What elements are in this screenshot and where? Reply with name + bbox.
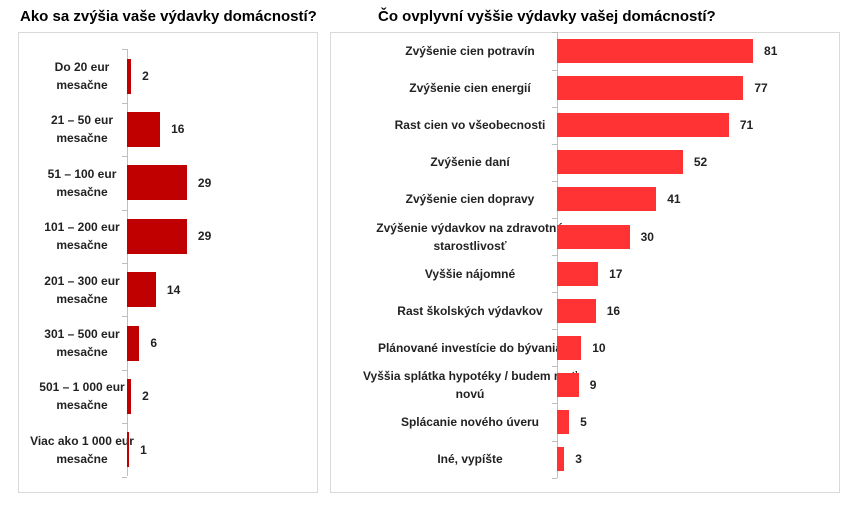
value-label: 2 xyxy=(142,389,149,404)
axis-tick xyxy=(552,329,557,331)
category-label: 201 – 300 eur mesačne xyxy=(44,273,120,306)
bar xyxy=(127,111,161,147)
axis-tick xyxy=(552,477,557,479)
bar xyxy=(557,298,596,323)
bar xyxy=(127,58,132,94)
axis-tick xyxy=(552,143,557,145)
bar xyxy=(557,113,729,138)
value-label: 52 xyxy=(693,155,708,170)
value-label: 71 xyxy=(739,118,754,133)
value-label: 30 xyxy=(640,229,654,244)
value-label: 81 xyxy=(764,44,778,58)
category-label: Zvýšenie daní xyxy=(430,155,510,170)
category-label: Zvýšenie cien dopravy xyxy=(405,192,535,207)
axis-tick xyxy=(122,476,127,478)
value-label: 29 xyxy=(197,175,212,190)
bar xyxy=(127,325,140,361)
axis-tick xyxy=(122,262,127,264)
bar xyxy=(557,372,579,397)
axis-tick xyxy=(552,366,557,368)
axis-tick xyxy=(552,403,557,405)
axis-tick xyxy=(552,292,557,294)
value-label: 14 xyxy=(166,282,181,297)
axis-tick xyxy=(122,316,127,318)
axis-tick xyxy=(552,180,557,182)
value-label: 77 xyxy=(754,81,768,96)
right-panel xyxy=(330,32,840,493)
axis-tick xyxy=(552,69,557,71)
bar xyxy=(557,447,565,472)
axis-tick xyxy=(122,49,127,51)
category-label: Iné, vypíšte xyxy=(437,452,503,467)
category-label: 51 – 100 eur mesačne xyxy=(47,166,117,199)
bar xyxy=(557,150,683,175)
bar xyxy=(557,187,657,212)
value-label: 17 xyxy=(609,266,623,281)
bar xyxy=(127,165,187,201)
category-label: Vyššia splátka hypotéky / budem mať novú xyxy=(362,368,578,401)
bar xyxy=(557,224,630,249)
value-label: 6 xyxy=(150,336,158,350)
value-label: 29 xyxy=(197,229,212,244)
axis-line xyxy=(127,49,128,477)
category-label: Vyššie nájomné xyxy=(424,266,516,281)
bar xyxy=(127,378,132,414)
category-label: 101 – 200 eur mesačne xyxy=(44,220,120,253)
axis-tick xyxy=(552,440,557,442)
bar xyxy=(127,218,187,254)
axis-tick xyxy=(552,217,557,219)
value-label: 10 xyxy=(592,340,606,355)
category-label: 501 – 1 000 eur mesačne xyxy=(39,380,125,413)
value-label: 1 xyxy=(140,442,147,457)
category-label: Viac ako 1 000 eur mesačne xyxy=(30,433,134,466)
bar xyxy=(127,272,156,308)
category-label: 301 – 500 eur mesačne xyxy=(44,327,120,359)
bar xyxy=(557,39,754,63)
axis-tick xyxy=(122,369,127,371)
axis-tick xyxy=(122,423,127,425)
left-panel xyxy=(18,32,318,493)
value-label: 2 xyxy=(142,69,149,83)
axis-line xyxy=(557,32,558,478)
chart-title: Čo ovplyvní vyššie výdavky vašej domácno… xyxy=(378,8,716,25)
value-label: 16 xyxy=(606,303,621,318)
category-label: Plánované investície do bývania xyxy=(377,340,563,355)
value-label: 16 xyxy=(171,122,185,137)
chart-title: Ako sa zvýšia vaše výdavky domácností? xyxy=(20,8,317,25)
bar xyxy=(557,410,570,434)
category-label: Rast školských výdavkov xyxy=(397,303,543,318)
category-label: Zvýšenie výdavkov na zdravotnú starostli… xyxy=(376,220,564,253)
category-label: 21 – 50 eur mesačne xyxy=(50,113,114,146)
bar xyxy=(127,432,130,468)
value-label: 41 xyxy=(667,192,681,207)
bar xyxy=(557,261,599,286)
axis-tick xyxy=(552,106,557,108)
bar xyxy=(557,76,744,101)
axis-tick xyxy=(552,32,557,34)
category-label: Do 20 eur mesačne xyxy=(54,60,110,92)
axis-tick xyxy=(122,102,127,104)
value-label: 3 xyxy=(575,452,582,467)
category-label: Zvýšenie cien energií xyxy=(409,81,531,96)
axis-tick xyxy=(122,209,127,211)
axis-tick xyxy=(122,156,127,158)
category-label: Splácanie nového úveru xyxy=(400,415,540,429)
value-label: 9 xyxy=(589,377,597,392)
value-label: 5 xyxy=(580,415,587,429)
axis-tick xyxy=(552,255,557,257)
category-label: Zvýšenie cien potravín xyxy=(405,44,535,58)
bar xyxy=(557,335,582,360)
category-label: Rast cien vo všeobecnosti xyxy=(394,118,546,133)
